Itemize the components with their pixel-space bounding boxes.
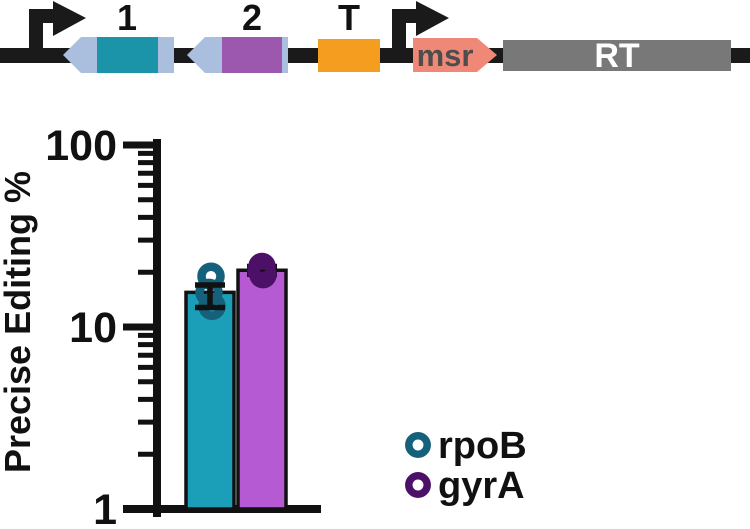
promoter-2-bent-arrow-icon (392, 1, 449, 58)
guide-cassette-2: 2 (187, 0, 288, 73)
rt-gene-box: RT (503, 37, 731, 75)
terminator-label: T (338, 0, 360, 38)
rt-box-shape (503, 40, 731, 71)
msr-label: msr (417, 38, 474, 73)
y-tick-label: 10 (69, 304, 117, 352)
legend-label-rpoB: rpoB (438, 425, 527, 467)
rt-label: RT (594, 37, 640, 75)
y-axis-title: Precise Editing % (0, 171, 38, 473)
spacer-1-label: 1 (117, 0, 137, 38)
msr-arrow-shape (413, 38, 497, 72)
construct-diagram: 1 2 T msr RT (0, 0, 750, 75)
chart-legend: rpoB gyrA (405, 425, 527, 507)
promoter-1-bent-arrow-icon (29, 1, 86, 58)
data-point-gyrA (249, 260, 277, 289)
y-tick-label: 100 (45, 122, 117, 170)
chart-plot-area: 1 10 100 (45, 122, 321, 529)
spacer-2-label: 2 (242, 0, 262, 38)
editing-bar-chart: Precise Editing % 1 10 100 rpoB gyrA (0, 122, 527, 529)
legend-label-gyrA: gyrA (438, 465, 525, 507)
bar-rpoB (184, 290, 236, 511)
y-tick-label: 1 (93, 486, 117, 529)
spacer-2-box (222, 37, 282, 73)
spacer-1-box (97, 37, 158, 73)
legend-marker-gyrA-open-circle-icon (405, 472, 431, 498)
guide-cassette-1: 1 (63, 0, 174, 73)
terminator-box (318, 39, 380, 72)
legend-marker-rpoB-open-circle-icon (405, 432, 431, 458)
bar-gyrA (236, 268, 288, 511)
terminator: T (318, 0, 380, 72)
msr-gene-arrow: msr (413, 38, 497, 73)
